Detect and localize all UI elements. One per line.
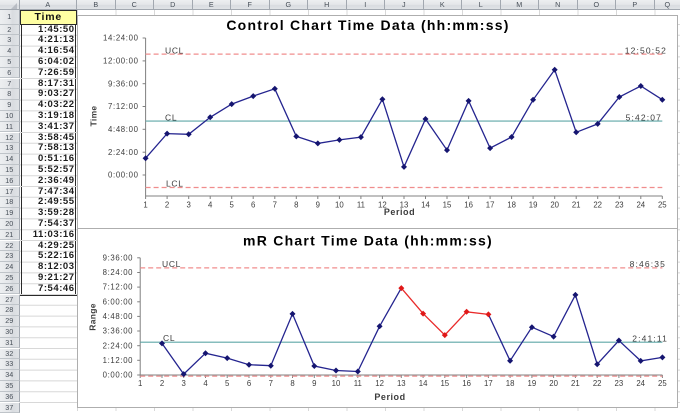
svg-text:6: 6 (247, 379, 251, 388)
svg-text:Period: Period (374, 392, 405, 402)
svg-text:10: 10 (335, 201, 344, 210)
svg-text:2:41:11: 2:41:11 (632, 334, 668, 344)
svg-text:Time: Time (89, 106, 99, 127)
svg-text:22: 22 (593, 379, 602, 388)
svg-text:2: 2 (165, 201, 169, 210)
svg-text:3: 3 (187, 201, 191, 210)
svg-text:14:24:00: 14:24:00 (103, 34, 139, 43)
svg-text:7: 7 (273, 201, 277, 210)
svg-text:9:36:00: 9:36:00 (108, 79, 139, 88)
svg-text:11: 11 (354, 379, 362, 388)
svg-text:12:00:00: 12:00:00 (103, 57, 139, 66)
svg-text:4:48:00: 4:48:00 (103, 312, 134, 321)
svg-text:11: 11 (357, 201, 365, 210)
svg-text:9: 9 (316, 201, 320, 210)
svg-text:13: 13 (400, 201, 409, 210)
svg-text:5:42:07: 5:42:07 (626, 112, 662, 122)
svg-text:LCL: LCL (166, 178, 184, 188)
svg-text:8: 8 (290, 379, 294, 388)
svg-text:mR Chart Time Data (hh:mm:ss): mR Chart Time Data (hh:mm:ss) (243, 233, 493, 249)
svg-text:7:12:00: 7:12:00 (108, 102, 139, 111)
svg-text:15: 15 (440, 379, 449, 388)
svg-text:7: 7 (269, 379, 273, 388)
svg-text:13: 13 (397, 379, 406, 388)
svg-text:CL: CL (165, 112, 177, 122)
svg-text:10: 10 (332, 379, 341, 388)
svg-text:23: 23 (615, 201, 624, 210)
svg-text:16: 16 (464, 201, 473, 210)
svg-text:0:00:00: 0:00:00 (108, 171, 139, 180)
svg-text:16: 16 (462, 379, 471, 388)
svg-text:9:36:00: 9:36:00 (103, 253, 134, 262)
svg-text:14: 14 (419, 379, 428, 388)
svg-text:24: 24 (636, 201, 645, 210)
svg-text:UCL: UCL (165, 45, 184, 55)
svg-text:8:46:35: 8:46:35 (630, 259, 666, 269)
svg-text:20: 20 (550, 201, 559, 210)
svg-text:Range: Range (88, 303, 98, 330)
svg-text:19: 19 (529, 201, 538, 210)
svg-text:21: 21 (572, 201, 581, 210)
svg-text:2: 2 (160, 379, 164, 388)
svg-text:3:36:00: 3:36:00 (103, 327, 134, 336)
svg-text:0:00:00: 0:00:00 (103, 371, 134, 380)
svg-text:1: 1 (143, 201, 147, 210)
svg-text:25: 25 (658, 379, 667, 388)
svg-text:15: 15 (443, 201, 452, 210)
svg-text:UCL: UCL (162, 259, 181, 269)
svg-text:12:50:52: 12:50:52 (625, 45, 667, 55)
svg-text:4: 4 (203, 379, 208, 388)
svg-text:25: 25 (658, 201, 667, 210)
svg-text:1: 1 (138, 379, 142, 388)
svg-text:17: 17 (484, 379, 493, 388)
svg-text:1:12:00: 1:12:00 (103, 356, 134, 365)
svg-text:CL: CL (163, 333, 175, 343)
svg-text:6: 6 (251, 201, 255, 210)
svg-text:23: 23 (615, 379, 624, 388)
svg-text:7:12:00: 7:12:00 (103, 283, 134, 292)
svg-text:12: 12 (378, 201, 387, 210)
svg-text:17: 17 (486, 201, 495, 210)
svg-text:18: 18 (507, 201, 516, 210)
svg-text:21: 21 (571, 379, 580, 388)
svg-text:12: 12 (375, 379, 384, 388)
svg-text:22: 22 (593, 201, 602, 210)
svg-text:3: 3 (182, 379, 186, 388)
svg-text:4: 4 (208, 201, 213, 210)
svg-text:8: 8 (294, 201, 298, 210)
svg-text:19: 19 (528, 379, 537, 388)
svg-text:18: 18 (506, 379, 515, 388)
svg-text:5: 5 (225, 379, 230, 388)
svg-text:14: 14 (421, 201, 430, 210)
svg-text:2:24:00: 2:24:00 (103, 341, 134, 350)
svg-text:2:24:00: 2:24:00 (108, 148, 139, 157)
svg-text:6:00:00: 6:00:00 (103, 297, 134, 306)
svg-text:5: 5 (230, 201, 235, 210)
svg-text:20: 20 (549, 379, 558, 388)
svg-text:8:24:00: 8:24:00 (103, 268, 134, 277)
svg-text:Control Chart Time Data (hh:mm: Control Chart Time Data (hh:mm:ss) (226, 17, 509, 33)
svg-text:24: 24 (636, 379, 645, 388)
svg-text:4:48:00: 4:48:00 (108, 125, 139, 134)
svg-text:9: 9 (312, 379, 316, 388)
svg-text:Period: Period (384, 207, 415, 217)
